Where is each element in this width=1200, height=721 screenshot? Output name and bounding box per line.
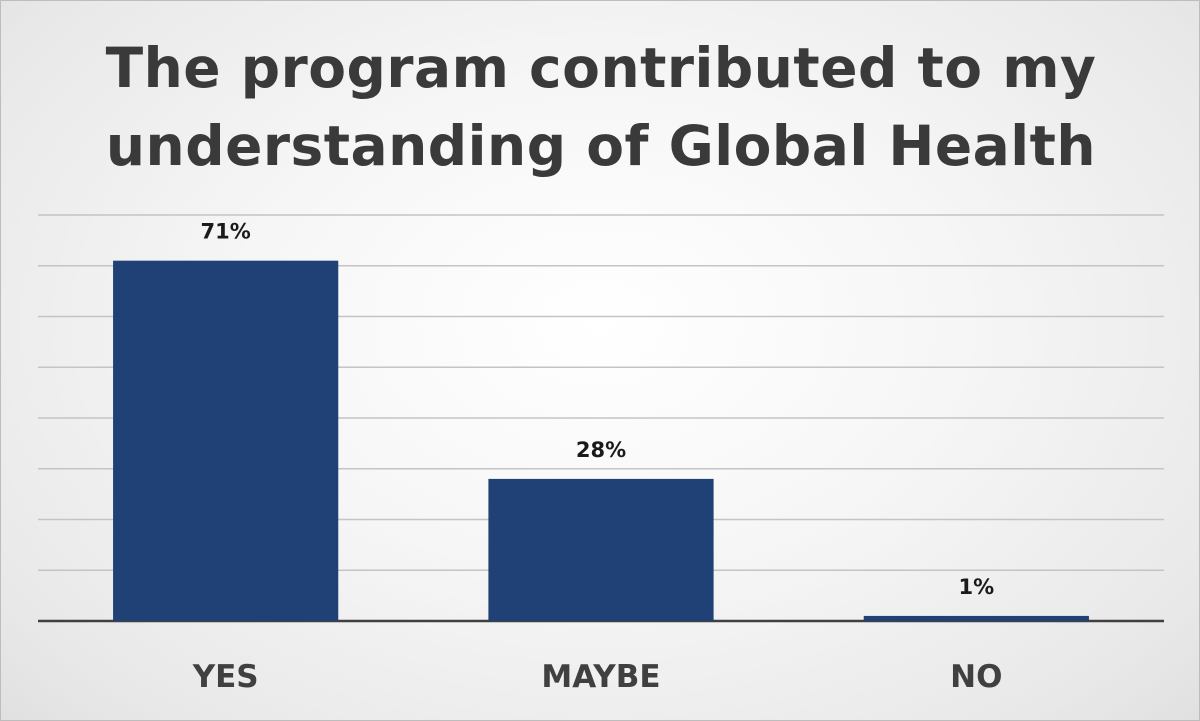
bar-no: [863, 615, 1089, 621]
chart-title: The program contributed to my understand…: [105, 36, 1097, 178]
data-labels: 71% 28% 1%: [201, 220, 995, 599]
bar-yes: [113, 260, 339, 621]
data-label-maybe: 28%: [576, 438, 626, 462]
category-labels: YES MAYBE NO: [192, 659, 1003, 695]
bar-maybe: [488, 478, 714, 621]
category-label-maybe: MAYBE: [541, 659, 660, 695]
category-label-yes: YES: [192, 659, 259, 695]
bars: [113, 260, 1089, 621]
data-label-no: 1%: [959, 575, 995, 599]
category-label-no: NO: [950, 659, 1002, 695]
data-label-yes: 71%: [201, 220, 251, 244]
